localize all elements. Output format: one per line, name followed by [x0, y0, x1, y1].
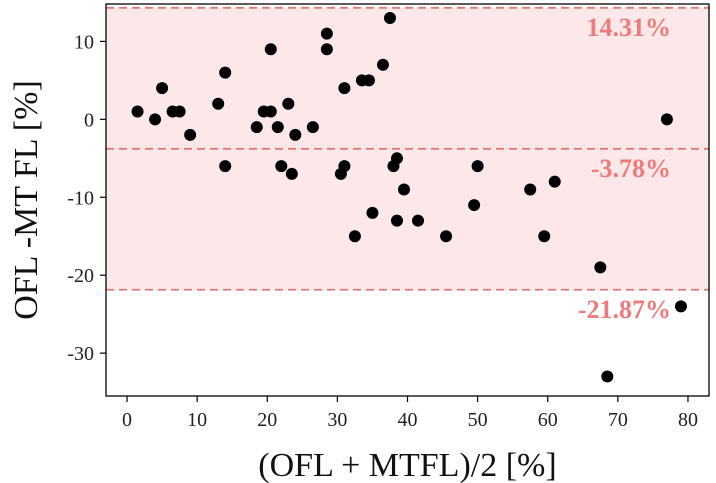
- data-point: [219, 66, 232, 79]
- data-point: [660, 113, 673, 126]
- reference-label: -3.78%: [591, 154, 671, 183]
- data-point: [338, 82, 351, 95]
- data-point: [538, 230, 551, 243]
- x-tick-label: 80: [678, 409, 698, 431]
- data-point: [282, 97, 295, 110]
- reference-label: -21.87%: [578, 295, 671, 324]
- data-point: [366, 206, 379, 219]
- data-point: [264, 43, 277, 56]
- x-axis-ticks: 0 10 20 30 40 50 60 70 80: [122, 396, 698, 431]
- data-point: [548, 175, 561, 188]
- y-tick-label: -10: [67, 187, 94, 209]
- x-tick-label: 70: [608, 409, 628, 431]
- data-point: [264, 105, 277, 118]
- data-point: [674, 300, 687, 313]
- data-point: [468, 199, 481, 212]
- data-point: [524, 183, 537, 196]
- data-point: [149, 113, 162, 126]
- data-point: [219, 160, 232, 173]
- data-point: [397, 183, 410, 196]
- data-point: [131, 105, 144, 118]
- reference-label: 14.31%: [587, 13, 672, 42]
- x-tick-label: 50: [468, 409, 488, 431]
- data-points: [131, 12, 687, 383]
- data-point: [471, 160, 484, 173]
- x-axis-label: (OFL + MTFL)/2 [%]: [258, 447, 556, 483]
- data-point: [362, 74, 375, 87]
- data-point: [376, 58, 389, 71]
- x-tick-label: 30: [327, 409, 347, 431]
- y-axis-ticks: 10 0 -10 -20 -30: [67, 31, 106, 365]
- data-point: [212, 97, 225, 110]
- data-point: [594, 261, 607, 274]
- data-point: [348, 230, 361, 243]
- x-tick-label: 20: [257, 409, 277, 431]
- data-point: [601, 370, 614, 383]
- data-point: [275, 160, 288, 173]
- y-tick-label: 10: [74, 31, 94, 53]
- data-point: [271, 121, 284, 134]
- y-tick-label: 0: [84, 109, 94, 131]
- data-point: [285, 167, 298, 180]
- data-point: [156, 82, 169, 95]
- data-point: [412, 214, 425, 227]
- data-point: [320, 43, 333, 56]
- data-point: [338, 160, 351, 173]
- data-point: [250, 121, 263, 134]
- reference-lines: [106, 6, 709, 291]
- y-tick-label: -30: [67, 343, 94, 365]
- reference-labels: 14.31% -3.78% -21.87%: [578, 13, 671, 324]
- data-point: [390, 214, 403, 227]
- data-point: [320, 27, 333, 40]
- y-tick-label: -20: [67, 265, 94, 287]
- data-point: [383, 12, 396, 25]
- data-point: [390, 152, 403, 165]
- x-tick-label: 10: [187, 409, 207, 431]
- y-axis-label: OFL -MT FL [%]: [8, 80, 45, 320]
- x-tick-label: 40: [398, 409, 418, 431]
- data-point: [306, 121, 319, 134]
- x-tick-label: 0: [122, 409, 132, 431]
- data-point: [440, 230, 453, 243]
- x-tick-label: 60: [538, 409, 558, 431]
- data-point: [173, 105, 186, 118]
- data-point: [289, 128, 302, 141]
- data-point: [184, 128, 197, 141]
